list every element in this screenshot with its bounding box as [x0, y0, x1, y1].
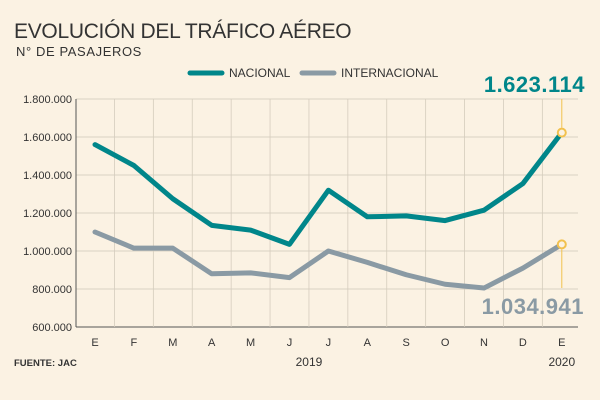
x-year-label: 2020: [548, 355, 575, 369]
x-tick-label: E: [558, 337, 565, 349]
source-note: FUENTE: JAC: [14, 358, 77, 369]
y-tick-label: 600.000: [32, 322, 72, 334]
x-tick-label: F: [131, 337, 138, 349]
x-tick-label: S: [403, 337, 410, 349]
series-line-internacional: [92, 229, 565, 291]
end-point-marker-nacional: [556, 127, 567, 138]
x-axis: E F M A M J J A S O N D E 2019 2020: [91, 337, 575, 369]
x-tick-label: M: [246, 337, 255, 349]
x-year-label: 2019: [296, 355, 323, 369]
y-tick-label: 1.200.000: [23, 208, 72, 220]
legend-label-nacional: NACIONAL: [229, 66, 291, 80]
x-tick-label: D: [519, 337, 527, 349]
chart-title: EVOLUCIÓN DEL TRÁFICO AÉREO: [14, 20, 351, 43]
y-tick-label: 1.600.000: [23, 132, 72, 144]
internacional-last-value-label: 1.034.941: [482, 294, 584, 319]
series-lines: [92, 130, 565, 291]
x-tick-label: J: [326, 337, 332, 349]
x-tick-label: E: [91, 337, 98, 349]
y-axis: 600.000 800.000 1.000.000 1.200.000 1.400.00…: [23, 94, 72, 334]
chart-subtitle: N° DE PASAJEROS: [16, 44, 142, 59]
nacional-last-value-label: 1.623.114: [484, 72, 585, 97]
x-tick-label: O: [441, 337, 450, 349]
end-point-marker-internacional: [556, 239, 567, 250]
y-tick-label: 800.000: [32, 284, 72, 296]
end-markers: [556, 99, 567, 288]
x-tick-label: J: [287, 337, 293, 349]
x-tick-label: M: [168, 337, 177, 349]
series-line-nacional: [92, 130, 565, 247]
x-tick-label: N: [480, 337, 488, 349]
x-tick-label: A: [208, 337, 216, 349]
y-tick-label: 1.400.000: [23, 170, 72, 182]
grid: [75, 98, 578, 328]
x-tick-label: A: [364, 337, 372, 349]
legend: NACIONAL INTERNACIONAL: [187, 66, 439, 80]
y-tick-label: 1.000.000: [23, 246, 72, 258]
y-tick-label: 1.800.000: [23, 94, 72, 106]
legend-label-internacional: INTERNACIONAL: [341, 66, 439, 80]
